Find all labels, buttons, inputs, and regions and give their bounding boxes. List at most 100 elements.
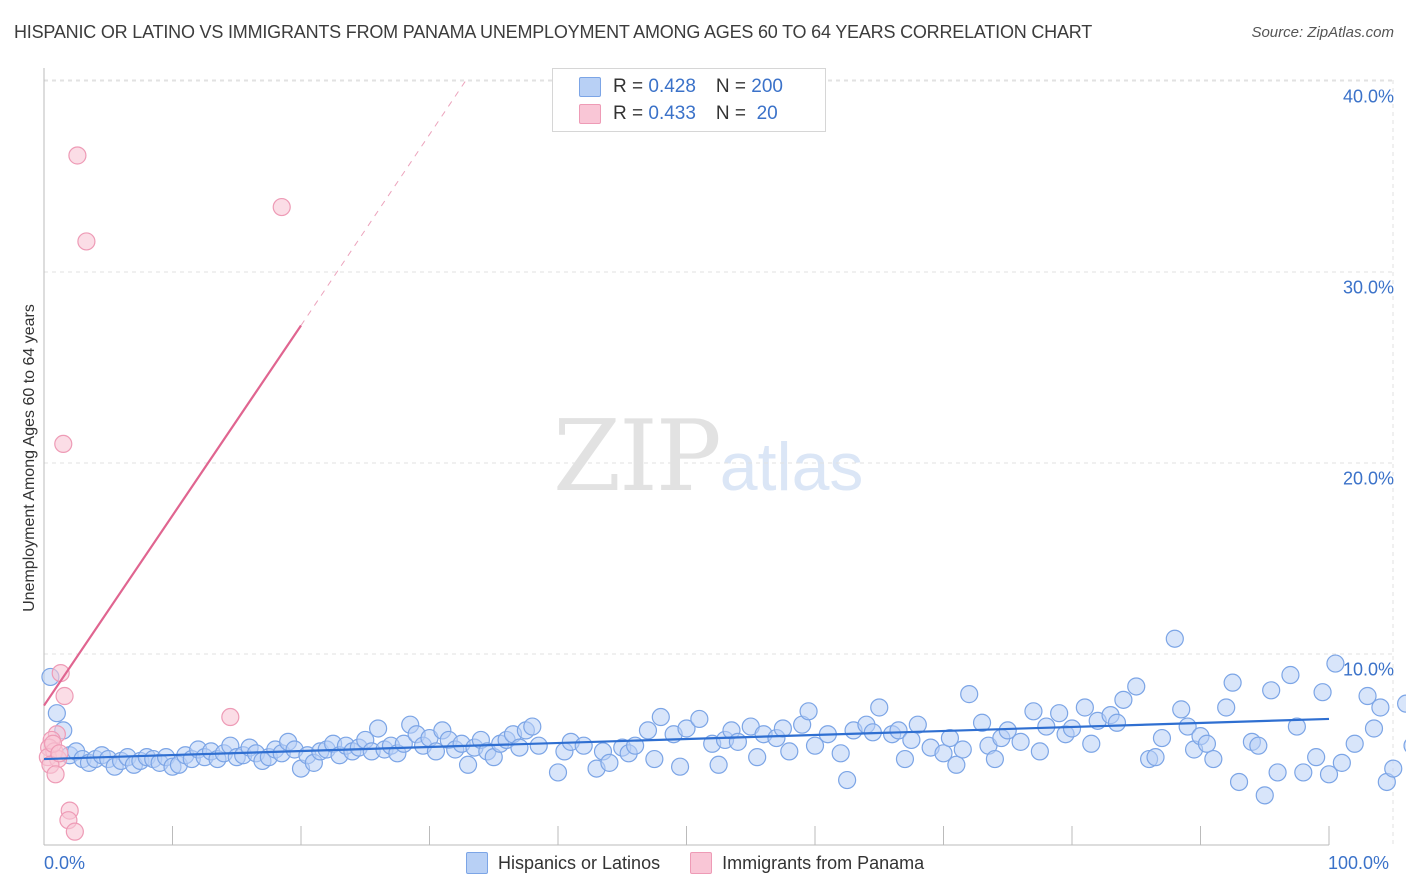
point-hispanic <box>1255 786 1274 805</box>
point-hispanic <box>1397 694 1406 713</box>
point-hispanic <box>889 721 908 740</box>
legend-r-value: 0.433 <box>648 103 696 124</box>
chart-title: HISPANIC OR LATINO VS IMMIGRANTS FROM PA… <box>14 22 1093 42</box>
point-hispanic <box>638 721 658 740</box>
point-hispanic <box>670 757 690 776</box>
point-hispanic <box>1287 717 1306 736</box>
y-tick-label-30: 30.0% <box>1342 277 1394 298</box>
point-hispanic <box>998 721 1017 740</box>
point-hispanic <box>960 685 979 704</box>
legend-n-value: 20 <box>751 103 778 124</box>
legend-row-panama: R = 0.433 N = 20 <box>579 102 778 126</box>
point-hispanic <box>934 744 953 763</box>
point-hispanic <box>1223 673 1242 692</box>
point-hispanic <box>510 738 529 757</box>
point-hispanic <box>947 755 966 774</box>
point-hispanic <box>47 704 66 723</box>
point-hispanic <box>953 740 972 759</box>
series-label-panama: Immigrants from Panama <box>722 852 925 873</box>
point-hispanic <box>799 702 818 721</box>
point-hispanic <box>902 730 921 750</box>
point-hispanic <box>1262 681 1281 700</box>
series-legend-hispanic[interactable]: Hispanics or Latinos <box>466 852 660 874</box>
point-hispanic <box>548 763 568 782</box>
watermark-zip: ZIP <box>553 400 722 514</box>
point-hispanic <box>1319 765 1339 784</box>
point-hispanic <box>1307 748 1326 767</box>
point-hispanic <box>709 755 728 774</box>
point-hispanic <box>1229 772 1249 792</box>
point-panama <box>55 686 74 706</box>
point-hispanic <box>1050 704 1069 723</box>
series-swatch-blue <box>466 852 488 874</box>
legend-row-hispanic: R = 0.428 N = 200 <box>579 75 783 99</box>
point-hispanic <box>1268 763 1287 782</box>
point-hispanic <box>1075 698 1094 717</box>
point-hispanic <box>600 753 619 772</box>
point-hispanic <box>1082 734 1101 753</box>
series-legend-panama[interactable]: Immigrants from Panama <box>690 852 924 874</box>
point-hispanic <box>1172 700 1191 719</box>
point-hispanic <box>523 717 542 736</box>
point-hispanic <box>972 713 992 732</box>
point-hispanic <box>1358 686 1377 706</box>
series-label-hispanic: Hispanics or Latinos <box>498 852 661 873</box>
point-hispanic <box>1313 683 1332 702</box>
correlation-legend: R = 0.428 N = 200 R = 0.433 N = 20 <box>552 68 826 132</box>
legend-n-label: N = <box>715 103 752 124</box>
point-hispanic <box>574 736 593 755</box>
point-hispanic <box>1249 736 1268 755</box>
point-panama <box>65 822 84 841</box>
point-hispanic <box>1062 719 1082 738</box>
point-hispanic <box>651 707 670 727</box>
point-hispanic <box>780 742 799 761</box>
point-hispanic <box>985 749 1005 769</box>
point-hispanic <box>1152 728 1172 748</box>
point-panama <box>68 146 87 165</box>
y-tick-label-40: 40.0% <box>1342 86 1394 107</box>
point-hispanic <box>1345 734 1364 753</box>
watermark: ZIPatlas <box>553 400 863 514</box>
legend-n-label: N = <box>715 76 752 97</box>
point-hispanic <box>895 749 915 769</box>
point-hispanic <box>1217 698 1236 717</box>
point-hispanic <box>529 736 548 755</box>
point-hispanic <box>1294 763 1313 782</box>
point-hispanic <box>1127 677 1146 696</box>
point-hispanic <box>645 749 664 769</box>
point-hispanic <box>1011 732 1030 751</box>
legend-r-label: R = <box>613 103 649 124</box>
point-panama <box>54 434 73 453</box>
legend-r-value: 0.428 <box>648 76 696 97</box>
point-hispanic <box>1332 753 1351 772</box>
trendline-panama-extension <box>300 76 469 326</box>
point-hispanic <box>1204 749 1223 769</box>
point-hispanic <box>728 732 748 751</box>
point-hispanic <box>1281 665 1300 685</box>
point-hispanic <box>1146 748 1165 767</box>
point-hispanic <box>369 719 388 738</box>
point-panama <box>221 707 240 727</box>
legend-swatch-pink <box>579 104 601 124</box>
point-hispanic <box>1107 713 1127 732</box>
series-legend: Hispanics or Latinos Immigrants from Pan… <box>466 852 954 874</box>
source-credit: Source: ZipAtlas.com <box>1251 24 1394 41</box>
point-hispanic <box>908 715 927 734</box>
point-hispanic <box>773 719 792 738</box>
point-panama <box>46 765 65 784</box>
point-hispanic <box>458 755 478 774</box>
point-hispanic <box>870 698 889 717</box>
point-hispanic <box>1364 719 1384 738</box>
point-panama <box>272 197 291 217</box>
point-hispanic <box>1384 759 1403 778</box>
trendline-hispanic <box>43 717 1330 761</box>
point-hispanic <box>805 736 825 755</box>
point-panama <box>77 232 96 251</box>
x-tick-label-100: 100.0% <box>1328 853 1390 873</box>
legend-r-label: R = <box>613 76 649 97</box>
point-hispanic <box>1024 702 1043 721</box>
y-tick-label-10: 10.0% <box>1342 659 1394 680</box>
point-hispanic <box>1030 742 1049 761</box>
legend-n-value: 200 <box>751 76 783 97</box>
